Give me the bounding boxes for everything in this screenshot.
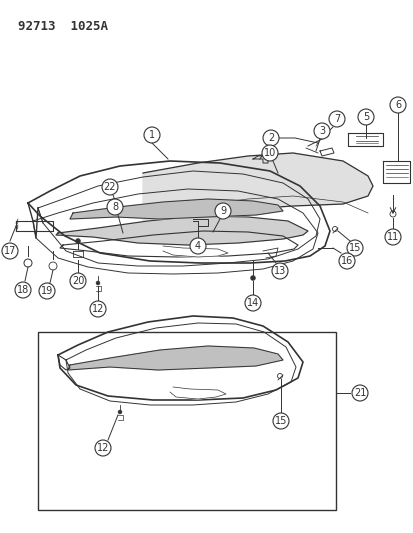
Text: 92713  1025A: 92713 1025A [18,20,108,33]
Circle shape [96,281,100,285]
Circle shape [272,413,288,429]
Circle shape [389,97,405,113]
Polygon shape [170,387,225,399]
Circle shape [75,238,80,244]
Circle shape [107,199,123,215]
Circle shape [262,130,278,146]
Text: 9: 9 [219,206,225,216]
Text: 11: 11 [386,232,398,242]
Polygon shape [68,346,282,370]
Circle shape [346,240,362,256]
Text: 14: 14 [246,298,259,308]
Polygon shape [70,199,282,219]
Polygon shape [163,246,228,257]
Circle shape [261,145,277,161]
Circle shape [338,253,354,269]
Circle shape [95,440,111,456]
Text: 13: 13 [273,266,285,276]
Text: 18: 18 [17,285,29,295]
Text: 5: 5 [362,112,368,122]
Circle shape [2,243,18,259]
Text: 6: 6 [394,100,400,110]
Circle shape [118,410,122,414]
Circle shape [190,238,206,254]
Circle shape [384,229,400,245]
Text: 4: 4 [195,241,201,251]
Circle shape [244,295,260,311]
Text: 15: 15 [274,416,287,426]
Circle shape [70,273,86,289]
Circle shape [214,203,230,219]
Text: 7: 7 [333,114,339,124]
Text: 16: 16 [340,256,352,266]
Text: 8: 8 [112,202,118,212]
Polygon shape [56,216,307,245]
Text: 12: 12 [97,443,109,453]
Circle shape [328,111,344,127]
Text: 15: 15 [348,243,360,253]
Circle shape [357,109,373,125]
Circle shape [15,282,31,298]
Circle shape [313,123,329,139]
Text: 12: 12 [92,304,104,314]
Text: 3: 3 [318,126,324,136]
Circle shape [102,179,118,195]
Text: 2: 2 [267,133,273,143]
Circle shape [39,283,55,299]
Polygon shape [142,153,372,223]
Text: 19: 19 [41,286,53,296]
Text: 1: 1 [149,130,155,140]
Text: 10: 10 [263,148,275,158]
Circle shape [250,276,255,280]
Text: 21: 21 [353,388,366,398]
Circle shape [351,385,367,401]
Text: 22: 22 [104,182,116,192]
Text: 20: 20 [71,276,84,286]
Circle shape [90,301,106,317]
Circle shape [271,263,287,279]
Circle shape [144,127,159,143]
Bar [38,332,335,510]
Text: 17: 17 [4,246,16,256]
